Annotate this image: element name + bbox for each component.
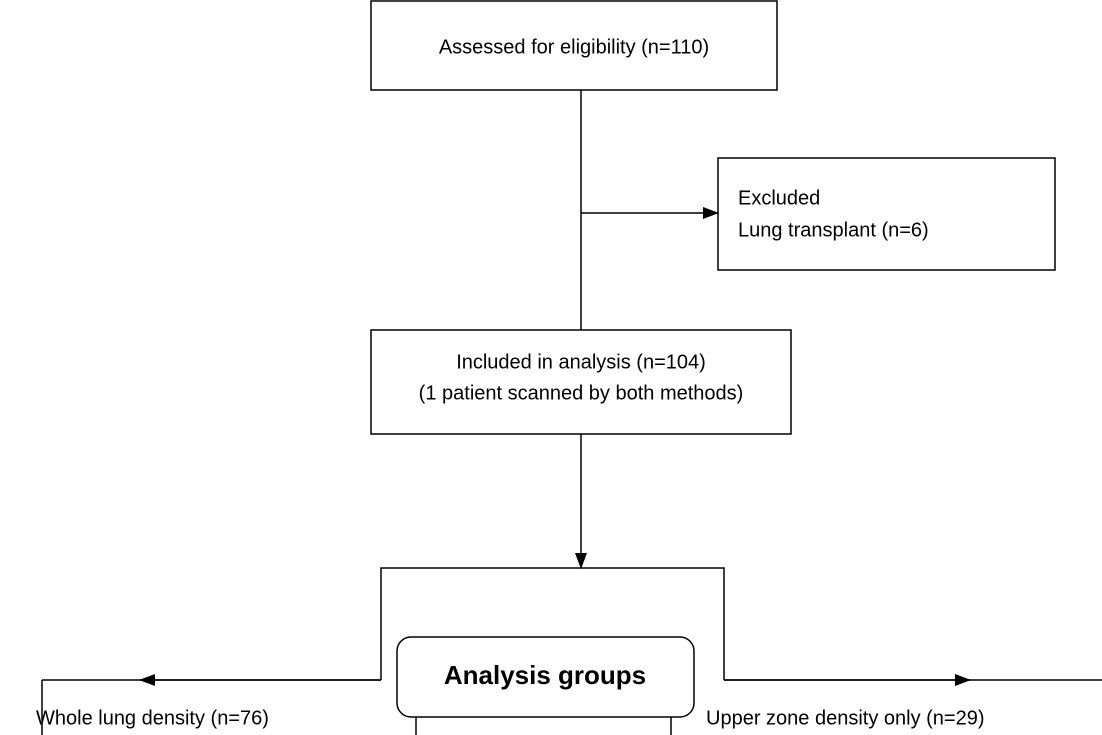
node-detail: Lung transplant (n=6) [738,219,929,241]
node-label: Upper zone density only (n=29) [706,707,985,729]
node-label: Included in analysis (n=104) [456,351,706,373]
node-box [370,0,778,91]
node-label: Whole lung density (n=76) [36,707,269,729]
node-label: Excluded [738,187,820,209]
node-box [396,636,695,718]
group-frame [380,567,725,680]
node-label: Analysis groups [444,660,646,690]
node-detail: (1 patient scanned by both methods) [419,382,744,404]
node-box [717,157,1056,271]
node-label: Assessed for eligibility (n=110) [439,36,709,58]
